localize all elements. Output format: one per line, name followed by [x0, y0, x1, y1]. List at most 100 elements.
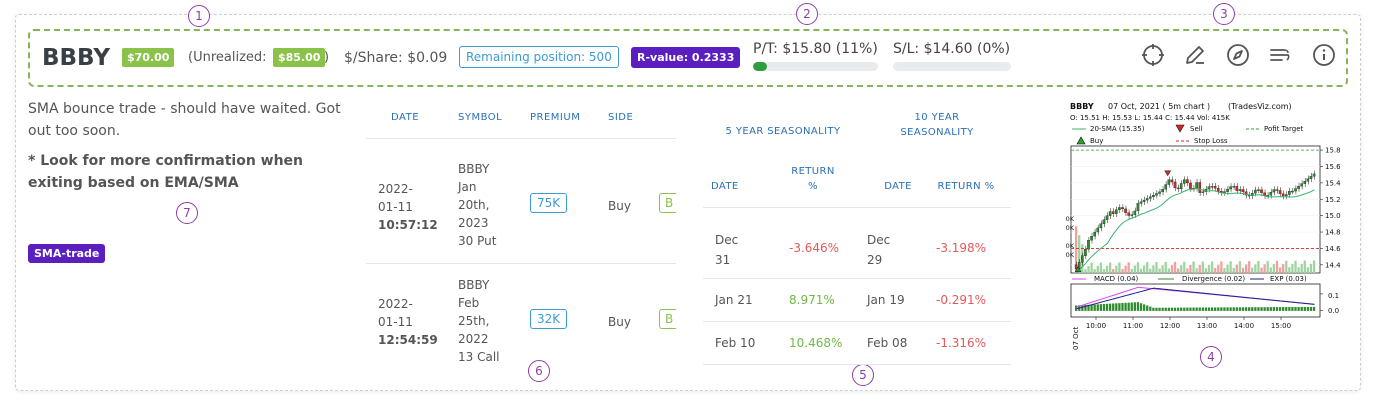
strategy-tag[interactable]: SMA-trade	[28, 244, 106, 263]
candle	[1250, 192, 1254, 196]
candle	[1284, 194, 1288, 197]
volume-bar	[1183, 261, 1186, 273]
divergence-bar	[1084, 304, 1087, 311]
volume-bar	[1204, 268, 1208, 273]
volume-bar	[1152, 265, 1155, 273]
seasonality-return-5y: 8.971%	[789, 293, 835, 307]
candle	[1257, 189, 1260, 191]
divergence-bar	[1278, 307, 1282, 311]
premium-badge: 32K	[530, 309, 568, 329]
divergence-bar	[1214, 307, 1217, 311]
candle	[1275, 189, 1279, 191]
candle	[1099, 223, 1103, 229]
premium-badge: 75K	[530, 193, 568, 213]
price-tick-label: 15.0	[1325, 212, 1341, 220]
volume-bar	[1235, 264, 1238, 273]
volume-bar	[1170, 265, 1174, 273]
volume-bar	[1272, 264, 1276, 273]
chart-symbol: BBBY	[1070, 102, 1094, 111]
volume-bar	[1210, 261, 1214, 273]
divergence-bar	[1164, 307, 1167, 311]
volume-bar	[1161, 265, 1164, 273]
seasonality-date-5y: Feb 10	[715, 336, 756, 350]
divergence-bar	[1096, 304, 1099, 311]
options-flow-table: DATE SYMBOL PREMIUM SIDE 2022- 01-11 10:…	[366, 98, 676, 366]
trade-symbol: BBBY	[42, 45, 110, 71]
table-row-symbol: BBBY Jan 20th, 2023 30 Put	[458, 162, 497, 248]
divergence-bar	[1118, 303, 1121, 311]
divergence-bar	[1303, 306, 1306, 311]
unrealized-prefix: (Unrealized:	[188, 50, 267, 65]
divergence-bar	[1183, 307, 1186, 311]
candle	[1186, 179, 1189, 184]
candle	[1294, 188, 1297, 192]
volume-bar	[1223, 267, 1226, 273]
chart-ohlc: O: 15.51 H: 15.53 L: 15.44 C: 15.44 Vol:…	[1070, 114, 1230, 122]
volume-bar	[1269, 267, 1272, 273]
crosshair-icon[interactable]	[1141, 43, 1165, 67]
divergence-bar	[1133, 302, 1136, 311]
divergence-bar	[1173, 307, 1177, 311]
candle	[1084, 249, 1087, 256]
pencil-icon[interactable]	[1183, 43, 1207, 67]
candle	[1216, 188, 1220, 192]
volume-bar	[1186, 268, 1189, 273]
seasonality-date-5y: Jan 21	[715, 293, 753, 307]
marker-1: 1	[188, 5, 210, 27]
volume-tick-label: 200K	[1066, 251, 1075, 259]
candle	[1281, 193, 1285, 197]
volume-bar	[1282, 264, 1285, 273]
candle	[1152, 195, 1155, 197]
info-icon[interactable]	[1312, 43, 1336, 67]
divergence-bar	[1263, 307, 1266, 311]
volume-bar	[1201, 261, 1204, 273]
candle	[1241, 189, 1245, 192]
divergence-bar	[1090, 304, 1093, 311]
volume-bar	[1207, 264, 1211, 273]
per-share: $/Share: $0.09	[344, 50, 448, 66]
legend-target: Pofit Target	[1264, 125, 1304, 133]
price-tick-label: 15.2	[1325, 196, 1341, 204]
volume-bar	[1087, 265, 1090, 273]
candle	[1309, 176, 1313, 179]
divergence-bar	[1291, 307, 1294, 311]
divergence-bar	[1139, 303, 1143, 311]
filter-lines-icon[interactable]	[1268, 43, 1292, 67]
volume-bar	[1244, 264, 1248, 273]
divergence-bar	[1309, 306, 1313, 311]
side-text: Buy	[608, 199, 631, 213]
compass-icon[interactable]	[1226, 43, 1250, 67]
trade-notes: SMA bounce trade - should have waited. G…	[28, 98, 348, 194]
chart-date-label: 07 Oct	[1072, 327, 1080, 350]
volume-bar	[1238, 261, 1242, 273]
price-tick-label: 15.6	[1325, 163, 1341, 171]
col-header-date-5y: DATE	[711, 181, 739, 192]
divergence-bar	[1217, 307, 1220, 311]
divergence-bar	[1167, 307, 1170, 311]
volume-bar	[1155, 262, 1158, 273]
candle	[1161, 189, 1164, 193]
candle	[1111, 211, 1115, 214]
divergence-bar	[1158, 307, 1161, 311]
candle	[1081, 255, 1084, 263]
seasonality-date-10y: Jan 19	[867, 293, 905, 307]
legend-stop: Stop Loss	[1194, 137, 1228, 145]
candle	[1115, 209, 1118, 214]
candle	[1232, 186, 1236, 188]
volume-bar	[1158, 268, 1161, 273]
marker-3: 3	[1213, 3, 1235, 25]
table-row-symbol: BBBY Feb 25th, 2022 13 Call	[458, 278, 500, 364]
profit-target-bar	[753, 62, 878, 71]
divergence-bar	[1180, 307, 1183, 311]
candle	[1127, 212, 1130, 216]
side-text: Buy	[608, 315, 631, 329]
divergence-bar	[1269, 307, 1272, 311]
divergence-bar	[1204, 307, 1208, 311]
col-header-side: SIDE	[608, 112, 634, 123]
volume-bar	[1149, 268, 1152, 273]
divergence-bar	[1087, 304, 1090, 311]
divergence-bar	[1235, 307, 1238, 311]
divergence-bar	[1285, 307, 1288, 311]
seasonality-return-10y: -0.291%	[936, 293, 987, 307]
candle	[1139, 201, 1143, 204]
